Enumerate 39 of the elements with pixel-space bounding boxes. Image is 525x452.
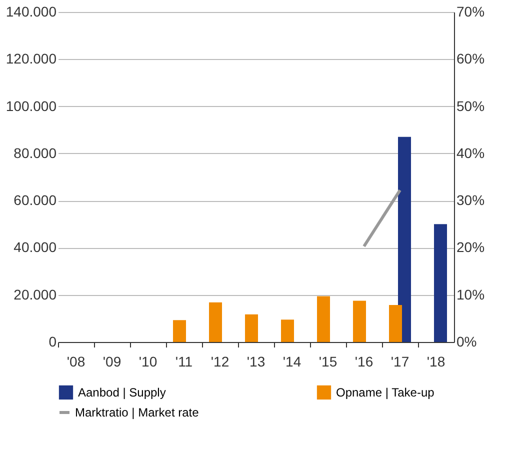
- x-tick-label: '17: [390, 354, 410, 370]
- y-tick-label: 100.000: [6, 98, 57, 114]
- legend-label: Opname | Take-up: [336, 385, 435, 400]
- y-tick-label: 140.000: [6, 4, 57, 20]
- x-tick-label: '14: [282, 354, 302, 370]
- bar: [173, 320, 186, 342]
- bar: [209, 302, 222, 342]
- y2-tick-label: 10%: [456, 286, 485, 302]
- x-tick-label: '12: [210, 354, 230, 370]
- x-tick-label: '11: [175, 354, 193, 370]
- y-tick-label: 0: [48, 334, 57, 350]
- x-tick-label: '08: [66, 354, 86, 370]
- y-tick-label: 120.000: [6, 50, 57, 67]
- legend-label: Aanbod | Supply: [78, 385, 166, 400]
- x-tick-label: '13: [246, 354, 266, 370]
- bar: [353, 300, 366, 342]
- bar: [389, 304, 402, 342]
- y-tick-label: 40.000: [14, 239, 57, 256]
- x-tick-label: '15: [318, 354, 338, 370]
- bar: [245, 314, 258, 342]
- bar: [398, 136, 411, 342]
- x-tick-label: '18: [426, 354, 446, 370]
- y2-tick-label: 70%: [456, 4, 485, 20]
- x-tick-label: '16: [354, 354, 374, 370]
- y-tick-label: 20.000: [14, 286, 57, 302]
- x-tick-label: '10: [138, 354, 158, 370]
- y2-tick-label: 60%: [456, 50, 485, 67]
- bar: [434, 224, 447, 342]
- legend-label: Marktratio | Market rate: [75, 406, 200, 420]
- y2-tick-label: 50%: [456, 98, 485, 114]
- y2-tick-label: 40%: [456, 144, 485, 161]
- y2-tick-label: 30%: [456, 192, 485, 208]
- y-tick-label: 80.000: [14, 144, 57, 161]
- bar: [317, 296, 330, 342]
- y-tick-label: 60.000: [14, 192, 57, 208]
- bar: [281, 320, 294, 342]
- y2-tick-label: 20%: [456, 239, 485, 256]
- x-tick-label: '09: [102, 354, 122, 370]
- y2-tick-label: 0%: [456, 334, 477, 350]
